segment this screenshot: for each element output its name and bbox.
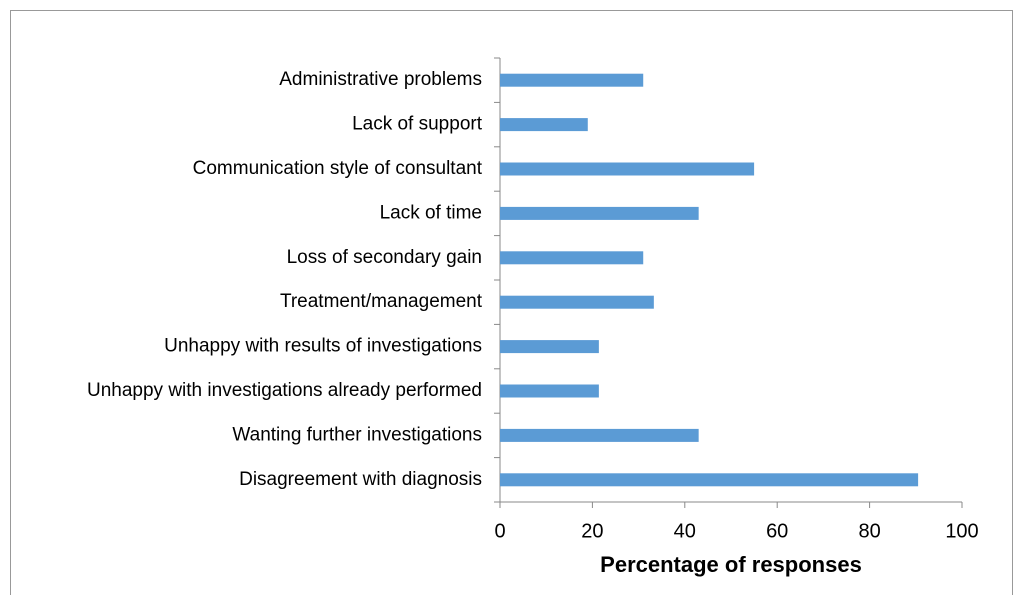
y-tick-label: Disagreement with diagnosis [239,469,482,490]
x-tick-label: 100 [945,520,978,542]
bar [500,162,755,176]
bar [500,340,599,354]
chart-frame [10,10,1013,595]
y-tick-label: Loss of secondary gain [287,247,482,268]
x-tick-label: 0 [494,520,505,542]
y-tick-label: Treatment/management [280,291,483,312]
bar [500,384,599,398]
bar [500,118,588,132]
y-tick-label: Lack of time [380,202,482,223]
y-tick-label: Unhappy with investigations already perf… [87,380,482,401]
y-tick-label: Administrative problems [279,69,482,90]
y-tick-label: Lack of support [352,114,483,135]
x-axis-title: Percentage of responses [600,552,862,577]
y-tick-label: Communication style of consultant [193,158,483,179]
bar [500,73,644,87]
y-tick-label: Wanting further investigations [232,424,482,445]
bar [500,251,644,265]
bar [500,473,919,487]
x-tick-label: 40 [674,520,696,542]
bar [500,295,654,309]
x-tick-label: 80 [858,520,880,542]
x-tick-label: 20 [581,520,603,542]
bar [500,206,699,220]
y-tick-label: Unhappy with results of investigations [164,336,482,357]
x-tick-label: 60 [766,520,788,542]
bar [500,428,699,442]
